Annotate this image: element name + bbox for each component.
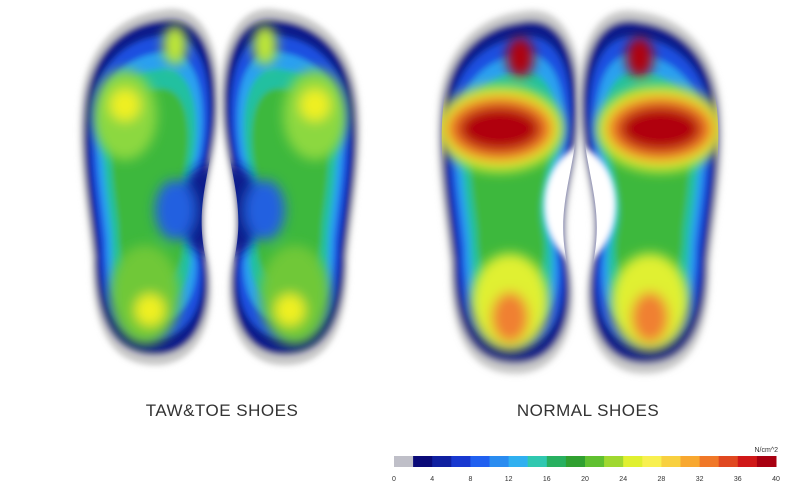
right-label: NORMAL SHOES xyxy=(517,401,659,420)
colorbar-tick-label: 32 xyxy=(696,476,704,483)
colorbar-segment xyxy=(737,456,758,467)
colorbar-tick-label: 12 xyxy=(505,476,513,483)
colorbar-tick-label: 0 xyxy=(392,476,396,483)
colorbar-segment xyxy=(394,456,414,467)
colorbar-segment xyxy=(699,456,720,467)
colorbar-tick-label: 36 xyxy=(734,476,742,483)
colorbar-segment xyxy=(508,456,529,467)
colorbar-segment xyxy=(470,456,490,467)
colorbar-unit: N/cm^2 xyxy=(754,447,778,454)
colorbar-segment xyxy=(489,456,510,467)
colorbar-tick-label: 28 xyxy=(658,476,666,483)
colorbar-segment xyxy=(432,456,452,467)
foot-map-left xyxy=(80,9,361,365)
colorbar-segment xyxy=(642,456,662,467)
left-label: TAW&TOE SHOES xyxy=(146,401,299,420)
colorbar-tick-label: 4 xyxy=(430,476,434,483)
colorbar-tick-label: 20 xyxy=(581,476,589,483)
colorbar-tick-label: 16 xyxy=(543,476,551,483)
colorbar-segment xyxy=(604,456,624,467)
colorbar-segment xyxy=(718,456,739,467)
colorbar-segment xyxy=(413,456,433,467)
colorbar-segment xyxy=(527,456,548,467)
colorbar-segment xyxy=(546,456,567,467)
colorbar: 0 4 8 12 16 20 24 28 32 36 40 xyxy=(392,456,780,483)
colorbar-segment xyxy=(565,456,586,467)
foot-map-right xyxy=(436,10,724,373)
colorbar-tick-label: 40 xyxy=(772,476,780,483)
colorbar-tick-label: 24 xyxy=(619,476,627,483)
colorbar-segment xyxy=(661,456,681,467)
colorbar-segment xyxy=(680,456,701,467)
colorbar-tick-label: 8 xyxy=(468,476,472,483)
colorbar-segment xyxy=(756,456,777,467)
colorbar-segment xyxy=(451,456,471,467)
colorbar-segment xyxy=(585,456,605,467)
colorbar-segment xyxy=(623,456,643,467)
